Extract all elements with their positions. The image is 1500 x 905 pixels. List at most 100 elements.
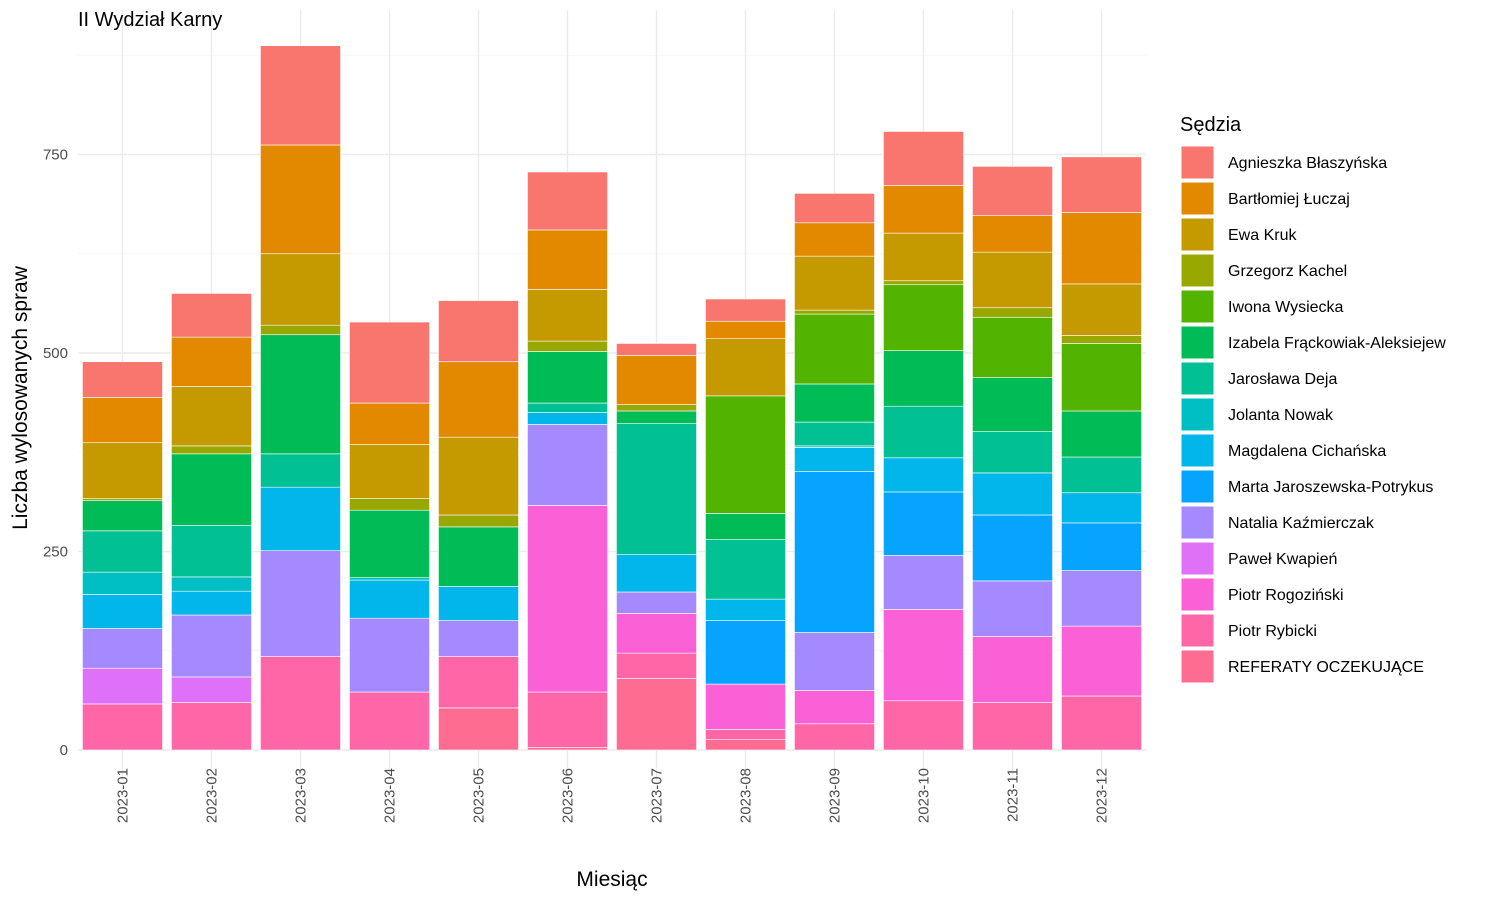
bar-segment: Magdalena Cichańska — 2023-04: 48 (349, 579, 430, 619)
bar-segment: Paweł Kwapień — 2023-02: 32 (171, 676, 252, 703)
bar-segment: Ewa Kruk — 2023-04: 68 (349, 444, 430, 499)
x-tick-label: 2023-04 (382, 768, 399, 823)
bar-segment: Piotr Rybicki — 2023-08: 13 (705, 729, 786, 740)
bar-segment: Marta Jaroszewska-Potrykus — 2023-12: 60 (1061, 522, 1142, 571)
bar-segment: Piotr Rybicki — 2023-07: 32 (616, 652, 697, 679)
bar-segment: Magdalena Cichańska — 2023-02: 30 (171, 590, 252, 616)
bar-segment: Piotr Rybicki — 2023-01: 58 (82, 703, 163, 751)
bar-segment: Natalia Kaźmierczak — 2023-06: 102 (527, 424, 608, 506)
bar-segment: Piotr Rogoziński — 2023-07: 50 (616, 613, 697, 654)
bar-segment: Jarosława Deja — 2023-07: 165 (616, 423, 697, 555)
chart-title: II Wydział Karny (78, 9, 222, 31)
legend-items: Agnieszka Błaszyńska Bartłomiej Łuczaj Ewa… (1180, 145, 1446, 684)
bar-segment: Bartłomiej Łuczaj — 2023-09: 42 (794, 222, 875, 257)
bar-segment: Agnieszka Błaszyńska — 2023-01: 45 (82, 361, 163, 398)
bar-segment: Ewa Kruk — 2023-05: 98 (438, 436, 519, 516)
legend-swatch (1180, 325, 1215, 360)
bar-segment: Bartłomiej Łuczaj — 2023-03: 137 (260, 144, 341, 255)
bar-segment: Bartłomiej Łuczaj — 2023-01: 57 (82, 397, 163, 444)
legend-swatch (1180, 613, 1215, 648)
bar-segment: Magdalena Cichańska — 2023-07: 47 (616, 554, 697, 593)
bar-segment: Piotr Rogoziński — 2023-10: 115 (883, 609, 964, 702)
legend-swatch (1180, 217, 1215, 252)
x-tick-label: 2023-10 (916, 768, 933, 823)
bar-segment: Jarosława Deja — 2023-06: 12 (527, 402, 608, 413)
bar-segment: Grzegorz Kachel — 2023-05: 15 (438, 514, 519, 528)
legend-swatch (1180, 577, 1215, 612)
legend-label: Piotr Rogoziński (1228, 587, 1344, 604)
bar-segment: Ewa Kruk — 2023-02: 75 (171, 386, 252, 447)
legend-label: Grzegorz Kachel (1228, 263, 1347, 280)
bar-segment: REFERATY OCZEKUJĄCE — 2023-05: 53 (438, 707, 519, 751)
bar-segment: Grzegorz Kachel — 2023-03: 12 (260, 324, 341, 336)
y-axis-title: Liczba wylosowanych spraw (9, 265, 32, 530)
bar-segment: Natalia Kaźmierczak — 2023-01: 50 (82, 628, 163, 669)
x-tick-label: 2023-08 (738, 768, 755, 823)
legend-swatch (1180, 433, 1215, 468)
bar-segment: Natalia Kaźmierczak — 2023-09: 73 (794, 632, 875, 691)
bar-segment: Piotr Rybicki — 2023-03: 118 (260, 656, 341, 751)
bar-segment: Piotr Rybicki — 2023-02: 60 (171, 702, 252, 751)
bar-segment: Jarosława Deja — 2023-12: 45 (1061, 456, 1142, 494)
bar-segment: Ewa Kruk — 2023-08: 72 (705, 338, 786, 397)
bar-segment: Magdalena Cichańska — 2023-08: 27 (705, 598, 786, 621)
bar-segment: Ewa Kruk — 2023-12: 65 (1061, 283, 1142, 336)
bar-segment: Jarosława Deja — 2023-08: 75 (705, 539, 786, 600)
legend-label: Jolanta Nowak (1228, 407, 1334, 424)
bar-segment: Ewa Kruk — 2023-06: 65 (527, 289, 608, 342)
bar-segment: Bartłomiej Łuczaj — 2023-10: 60 (883, 185, 964, 234)
bar-segment: Piotr Rogoziński — 2023-06: 235 (527, 505, 608, 693)
bar-segment: Jolanta Nowak — 2023-04: 3 (349, 577, 430, 581)
bar-segment: Grzegorz Kachel — 2023-07: 8 (616, 404, 697, 412)
x-tick-label: 2023-05 (471, 768, 488, 823)
bar-segment: Jarosława Deja — 2023-03: 42 (260, 453, 341, 488)
bar-segment: Izabela Frąckowiak-Aleksiejew — 2023-05:… (438, 526, 519, 587)
legend-swatch (1180, 469, 1215, 504)
bar-segment: Natalia Kaźmierczak — 2023-04: 93 (349, 617, 430, 693)
legend-label: Magdalena Cichańska (1228, 443, 1386, 460)
bar-segment: Izabela Frąckowiak-Aleksiejew — 2023-10:… (883, 350, 964, 407)
x-tick-label: 2023-02 (204, 768, 221, 823)
bar-segment: Bartłomiej Łuczaj — 2023-12: 90 (1061, 212, 1142, 285)
bar-segment: Grzegorz Kachel — 2023-04: 15 (349, 498, 430, 511)
bar-segment: Bartłomiej Łuczaj — 2023-06: 75 (527, 229, 608, 290)
y-tick-label: 500 (43, 345, 68, 362)
bar-segment: REFERATY OCZEKUJĄCE — 2023-06: 3 (527, 747, 608, 751)
bar-segment: Agnieszka Błaszyńska — 2023-04: 102 (349, 321, 430, 404)
legend-swatch (1180, 145, 1215, 180)
bar-segment: Magdalena Cichańska — 2023-11: 53 (972, 472, 1053, 516)
bar-segment: Jarosława Deja — 2023-09: 30 (794, 421, 875, 447)
bar-segment: Piotr Rogoziński — 2023-08: 57 (705, 683, 786, 730)
legend-swatch (1180, 541, 1215, 576)
bar-segment: Piotr Rogoziński — 2023-11: 83 (972, 636, 1053, 703)
bar-segment: Izabela Frąckowiak-Aleksiejew — 2023-02:… (171, 453, 252, 526)
x-tick-label: 2023-06 (560, 768, 577, 823)
legend-label: Bartłomiej Łuczaj (1228, 191, 1350, 208)
bar-segment: Piotr Rogoziński — 2023-12: 88 (1061, 625, 1142, 697)
bar-segment: Marta Jaroszewska-Potrykus — 2023-08: 80 (705, 620, 786, 685)
legend-label: Agnieszka Błaszyńska (1228, 155, 1387, 172)
bar-segment: Izabela Frąckowiak-Aleksiejew — 2023-04:… (349, 509, 430, 579)
legend-label: Marta Jaroszewska-Potrykus (1228, 479, 1433, 496)
legend-swatch (1180, 505, 1215, 540)
y-tick-label: 250 (43, 544, 68, 561)
bar-segment: Piotr Rybicki — 2023-10: 62 (883, 700, 964, 751)
legend-swatch (1180, 649, 1215, 684)
bar-segment: Magdalena Cichańska — 2023-09: 30 (794, 447, 875, 472)
x-tick-label: 2023-07 (649, 768, 666, 823)
bar-segment: Magdalena Cichańska — 2023-03: 80 (260, 486, 341, 552)
bar-segment: Izabela Frąckowiak-Aleksiejew — 2023-08:… (705, 513, 786, 540)
legend-label: Izabela Frąckowiak-Aleksiejew (1228, 335, 1446, 352)
bar-segment: Izabela Frąckowiak-Aleksiejew — 2023-12:… (1061, 410, 1142, 458)
legend-label: Iwona Wysiecka (1228, 299, 1344, 316)
bar-segment: Piotr Rybicki — 2023-04: 73 (349, 691, 430, 751)
bar-segment: Agnieszka Błaszyńska — 2023-07: 15 (616, 343, 697, 356)
bar-segment: Bartłomiej Łuczaj — 2023-08: 22 (705, 320, 786, 340)
bar-segment: Izabela Frąckowiak-Aleksiejew — 2023-07:… (616, 410, 697, 424)
x-tick-label: 2023-12 (1094, 768, 1111, 823)
bar-segment: Magdalena Cichańska — 2023-10: 43 (883, 457, 964, 493)
bar-segment: Piotr Rogoziński — 2023-09: 42 (794, 690, 875, 725)
bar-segment: Izabela Frąckowiak-Aleksiejew — 2023-01:… (82, 500, 163, 532)
bar-segment: Bartłomiej Łuczaj — 2023-04: 52 (349, 402, 430, 445)
